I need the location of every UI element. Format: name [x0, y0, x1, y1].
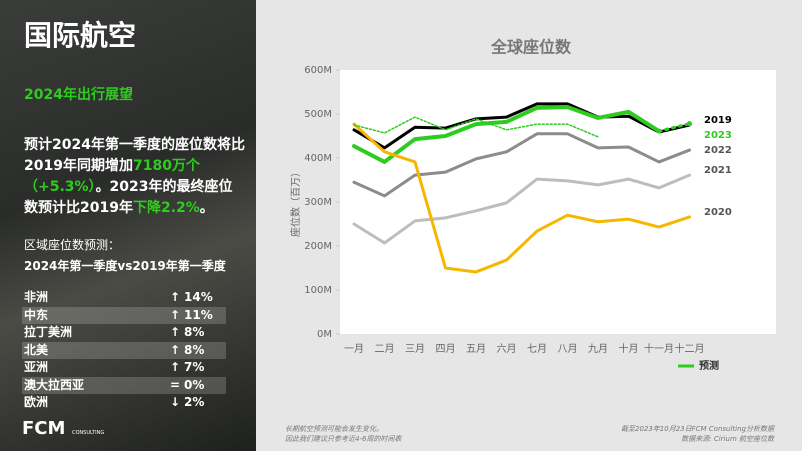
paragraph-segment: 7180万个（+5.3%） — [24, 158, 200, 195]
legend-label: 预测 — [699, 359, 719, 372]
region-row: 亚洲 ↑ 7% — [22, 359, 226, 376]
y-tick-label: 500M — [304, 109, 332, 120]
x-tick-label: 八月 — [558, 343, 578, 355]
region-row: 欧洲 ↓ 2% — [22, 394, 226, 411]
y-tick-label: 300M — [304, 197, 332, 208]
y-tick-label: 400M — [304, 153, 332, 164]
region-heading: 区域座位数预测： — [24, 238, 121, 252]
region-name: 北美 — [24, 342, 49, 357]
region-change: 8% — [184, 342, 205, 357]
region-row: 北美 ↑ 8% — [22, 341, 226, 359]
note: 长期航空预测可能会发生变化。 — [285, 425, 383, 433]
forecast-marker — [656, 128, 662, 134]
title: 国际航空 — [24, 19, 137, 52]
x-tick-label: 五月 — [466, 343, 486, 355]
trend-symbol: = — [170, 377, 181, 392]
series-label: 2023 — [704, 130, 732, 141]
series-line — [352, 132, 691, 198]
region-name: 澳大拉西亚 — [24, 377, 85, 392]
region-change: 11% — [184, 307, 213, 322]
x-tick-label: 十一月 — [644, 342, 674, 355]
series-label: 2020 — [704, 207, 732, 218]
x-tick-label: 一月 — [344, 343, 364, 355]
y-axis-label: 座位数（百万） — [289, 167, 302, 237]
x-tick-label: 九月 — [588, 343, 608, 355]
region-row: 澳大拉西亚 = 0% — [22, 376, 226, 394]
plot-area — [340, 70, 776, 334]
note: 因此我们建议只参考近4-6周的时间表 — [285, 435, 402, 443]
logo-sub: CONSULTING — [72, 430, 105, 436]
region-change: 14% — [184, 290, 213, 304]
region-name: 拉丁美洲 — [24, 325, 73, 339]
trend-symbol: ↓ — [170, 395, 181, 409]
footer-left: 长期航空预测可能会发生变化。因此我们建议只参考近4-6周的时间表 — [285, 424, 401, 444]
region-row: 拉丁美洲 ↑ 8% — [22, 324, 226, 341]
region-name: 亚洲 — [24, 360, 49, 374]
region-change: 8% — [184, 325, 205, 339]
series-line — [352, 102, 691, 150]
chart: 全球座位数 座位数（百万） 0M 100M 200M 300M 400M 500M 600M… — [289, 38, 776, 372]
x-tick-label: 二月 — [375, 343, 395, 355]
region-change: 2% — [184, 395, 205, 409]
region-name: 欧洲 — [24, 395, 49, 409]
region-change: 0% — [184, 377, 205, 392]
region-name: 中东 — [24, 307, 49, 322]
note: 数据来源: Cirium 航空座位数 — [681, 435, 774, 443]
paragraph-segment: 。2023年的最终座位数预计比2019年 — [24, 179, 233, 216]
paragraph-segment: 预计2024年第一季度的座位数将比2019年同期增加 — [24, 137, 245, 174]
x-tick-label: 三月 — [405, 343, 425, 355]
series-label: 2021 — [704, 165, 732, 176]
x-tick-label: 七月 — [527, 343, 547, 355]
series-line — [352, 173, 691, 245]
logo: FCM — [22, 418, 66, 439]
series-label: 2022 — [704, 145, 732, 156]
y-tick-label: 0M — [317, 329, 332, 340]
x-tick-label: 十月 — [619, 342, 639, 355]
trend-symbol: ↑ — [170, 325, 181, 339]
series-line — [353, 116, 599, 138]
x-tick-label: 四月 — [436, 343, 456, 355]
forecast-marker — [687, 121, 692, 127]
region-subheading: 2024年第一季度vs2019年第一季度 — [24, 259, 226, 273]
sidebar: 国际航空 2024年出行展望 预计2024年第一季度的座位数将比2019年同期增… — [0, 0, 256, 451]
trend-symbol: ↑ — [170, 360, 181, 374]
y-tick-label: 200M — [304, 241, 332, 252]
chart-title: 全球座位数 — [490, 38, 572, 57]
series-line — [352, 104, 661, 164]
trend-symbol: ↑ — [170, 342, 181, 357]
subtitle: 2024年出行展望 — [24, 87, 133, 103]
y-tick-label: 600M — [304, 65, 332, 76]
trend-symbol: ↑ — [170, 290, 181, 304]
y-tick-label: 100M — [304, 285, 332, 296]
region-name: 非洲 — [24, 290, 49, 304]
paragraph-segment: 。 — [199, 200, 214, 216]
region-change: 7% — [184, 360, 205, 374]
note: 截至2023年10月23日FCM Consulting分析数据 — [620, 425, 774, 433]
x-tick-label: 十二月 — [675, 342, 705, 355]
region-row: 非洲 ↑ 14% — [22, 289, 226, 306]
series-line — [657, 122, 691, 133]
series-label: 2019 — [704, 115, 732, 126]
series-line — [352, 122, 691, 274]
paragraph-segment: 下降2.2% — [132, 200, 200, 216]
x-tick-label: 六月 — [497, 343, 517, 355]
footer-right: 截至2023年10月23日FCM Consulting分析数据数据来源: Cir… — [621, 424, 774, 444]
region-row: 中东 ↑ 11% — [22, 306, 226, 324]
trend-symbol: ↑ — [170, 307, 181, 322]
paragraph: 预计2024年第一季度的座位数将比2019年同期增加7180万个（+5.3%）。… — [24, 135, 246, 219]
